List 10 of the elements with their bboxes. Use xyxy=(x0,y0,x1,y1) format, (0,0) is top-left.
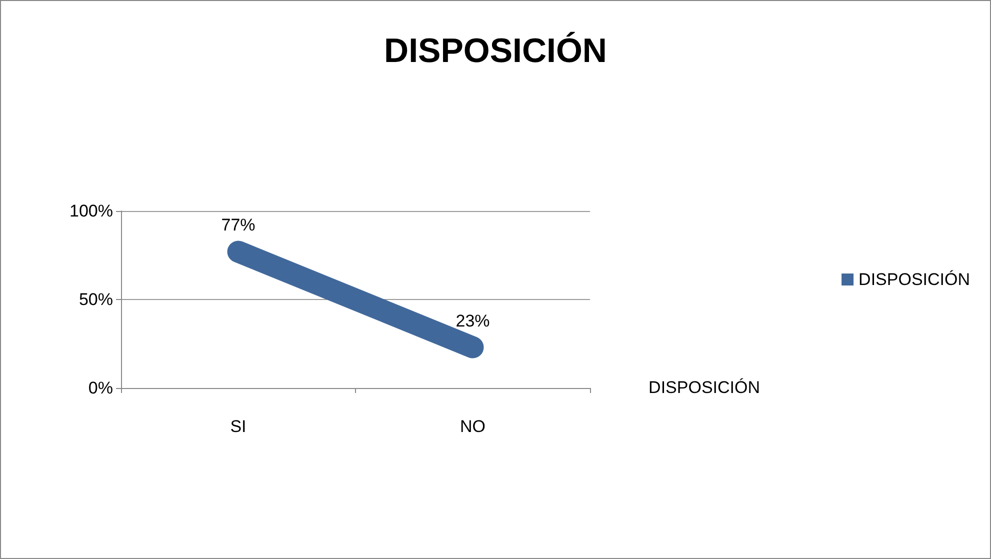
text: DISPOSICIÓN xyxy=(648,378,760,397)
y-tick-label: 50% xyxy=(78,290,113,309)
legend-label: DISPOSICIÓN xyxy=(858,270,970,289)
y-tick-label: 0% xyxy=(88,378,113,398)
x-tick-label: SI xyxy=(230,417,246,436)
data-label: 77% xyxy=(221,216,256,235)
x-tick-label: NO xyxy=(460,417,486,436)
data-label: 23% xyxy=(456,311,490,330)
y-tick-label: 100% xyxy=(70,202,113,220)
chart-title: DISPOSICIÓN xyxy=(384,31,607,70)
